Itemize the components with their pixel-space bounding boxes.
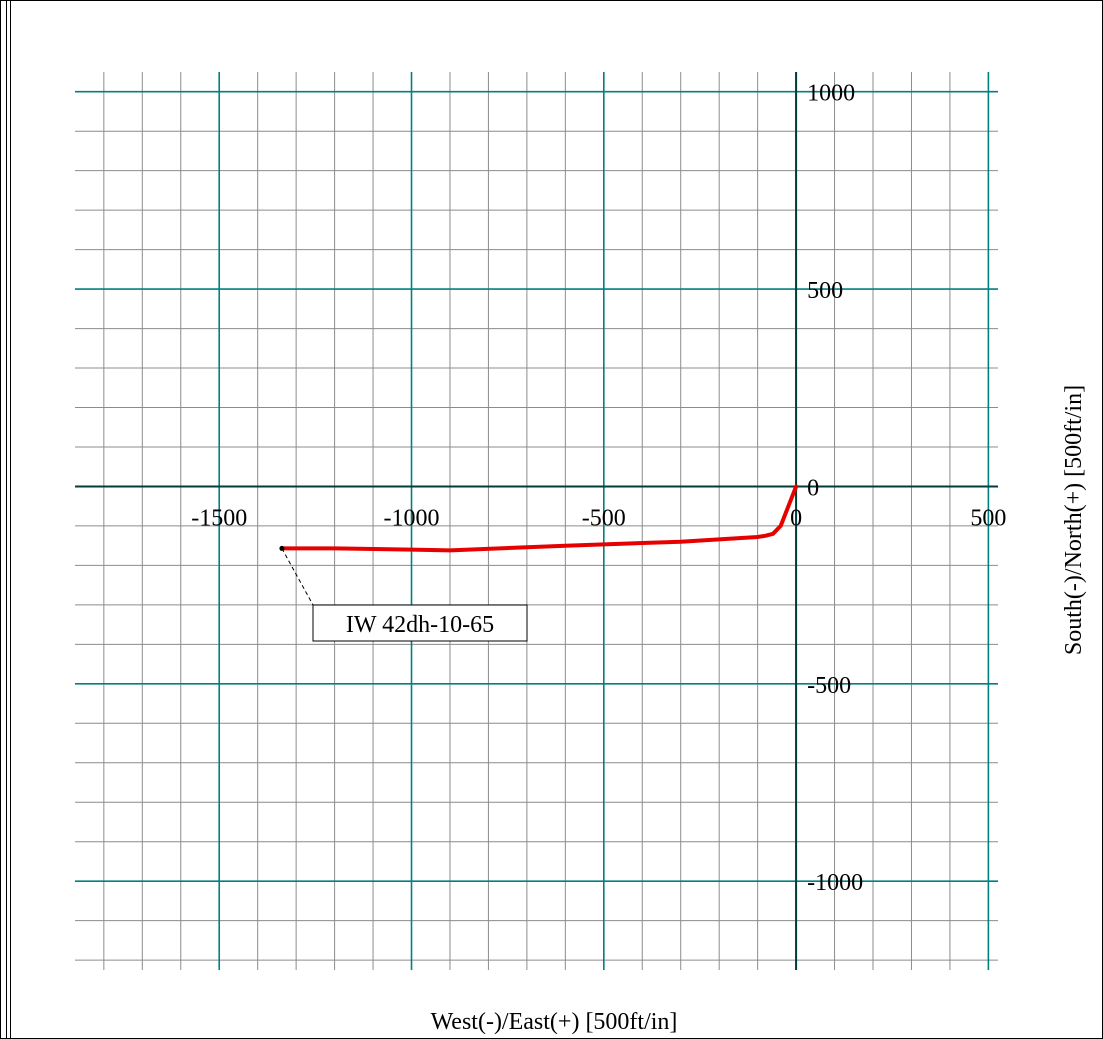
x-tick-labels: -1500 -1000 -500 0 500	[191, 505, 1006, 531]
callout-leader-line	[282, 548, 313, 605]
endpoint-marker	[279, 546, 284, 551]
y-tick-label: 500	[807, 278, 843, 304]
y-tick-labels: 1000 500 0 -500 -1000	[807, 81, 863, 896]
callout-label: IW 42dh-10-65	[346, 612, 494, 638]
x-axis-title: West(-)/East(+) [500ft/in]	[431, 1009, 678, 1035]
y-tick-label: -500	[807, 673, 851, 699]
x-tick-label: 500	[970, 505, 1006, 531]
y-tick-label: 0	[807, 475, 819, 501]
x-tick-label: -1500	[191, 505, 247, 531]
y-axis-title: South(-)/North(+) [500ft/in]	[1061, 385, 1087, 655]
y-tick-label: 1000	[807, 81, 855, 107]
y-tick-label: -1000	[807, 870, 863, 896]
x-tick-label: -1000	[384, 505, 440, 531]
annotation-layer: IW 42dh-10-65	[279, 546, 527, 641]
x-tick-label: 0	[790, 505, 802, 531]
x-tick-label: -500	[582, 505, 626, 531]
